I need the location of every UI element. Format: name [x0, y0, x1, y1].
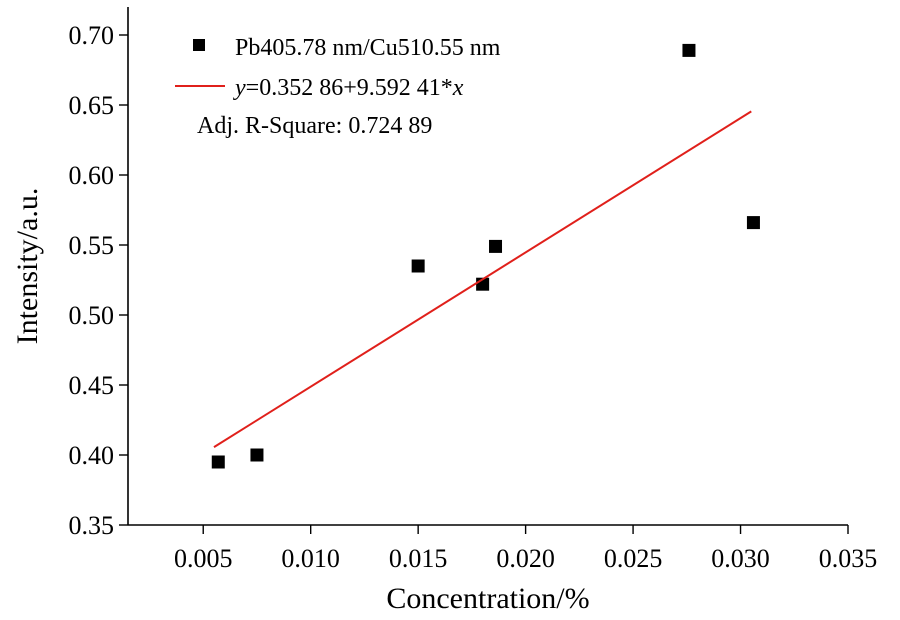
legend-series-label: Pb405.78 nm/Cu510.55 nm: [235, 35, 501, 61]
y-axis-title: Intensity/a.u.: [11, 188, 44, 345]
y-tick-label: 0.60: [69, 161, 115, 190]
x-tick-label: 0.035: [819, 544, 878, 573]
fit-line: [213, 110, 752, 448]
x-ticks: 0.005 0.010 0.015 0.020 0.025 0.030 0.035: [174, 525, 877, 573]
plot-marks: [211, 43, 760, 469]
legend-r-square: Adj. R-Square: 0.724 89: [197, 113, 432, 139]
x-tick-label: 0.020: [496, 544, 555, 573]
x-tick-label: 0.005: [174, 544, 233, 573]
legend: Pb405.78 nm/Cu510.55 nm y=0.352 86+9.592…: [175, 35, 501, 139]
data-point: [489, 239, 503, 253]
x-tick-label: 0.030: [711, 544, 770, 573]
data-point: [411, 259, 425, 273]
y-tick-label: 0.55: [69, 231, 115, 260]
data-point: [250, 448, 264, 462]
axes: [127, 7, 848, 526]
equation-x-var: x: [452, 75, 464, 101]
legend-marker-square: [193, 39, 205, 51]
y-tick-label: 0.45: [69, 371, 115, 400]
x-tick-label: 0.010: [281, 544, 340, 573]
data-point: [682, 43, 696, 57]
y-tick-label: 0.50: [69, 301, 115, 330]
y-ticks: 0.35 0.40 0.45 0.50 0.55 0.60 0.65 0.70: [69, 21, 128, 540]
x-axis-title: Concentration/%: [386, 582, 589, 615]
data-point: [746, 216, 760, 230]
data-point: [211, 455, 225, 469]
x-tick-label: 0.015: [389, 544, 448, 573]
equation-body: =0.352 86+9.592 41*: [246, 75, 453, 101]
fit-line-group: [213, 110, 752, 448]
legend-fit-equation: y=0.352 86+9.592 41*x: [233, 75, 464, 101]
y-tick-label: 0.40: [69, 441, 115, 470]
y-tick-label: 0.65: [69, 91, 115, 120]
x-tick-label: 0.025: [604, 544, 663, 573]
y-tick-label: 0.70: [69, 21, 115, 50]
equation-y-var: y: [233, 75, 246, 101]
y-tick-label: 0.35: [69, 511, 115, 540]
